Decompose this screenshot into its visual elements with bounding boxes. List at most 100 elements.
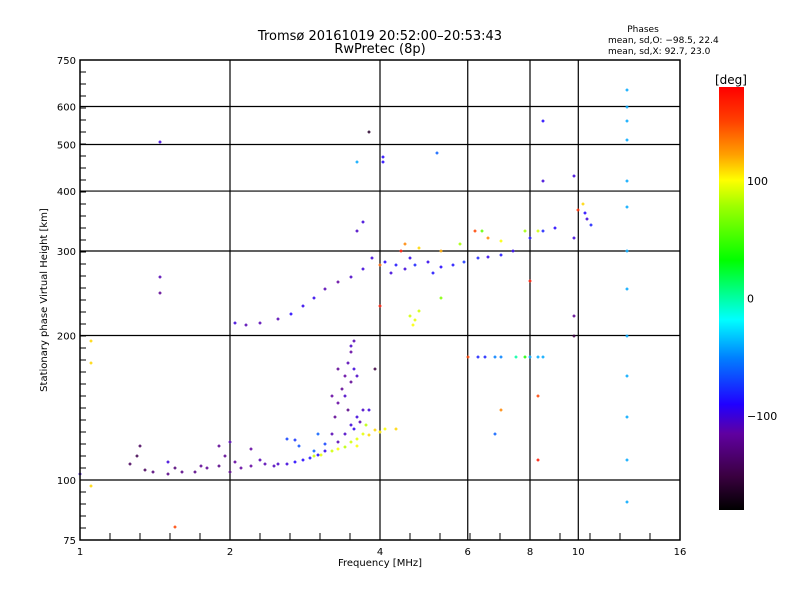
data-point [625,88,629,92]
data-point [239,466,243,470]
data-point [293,460,297,464]
data-point [316,453,320,457]
data-point [408,256,412,260]
data-point [381,155,385,159]
data-point [431,271,435,275]
data-point [138,444,142,448]
stats-heading: Phases [627,25,659,35]
stats-o: mean, sd,O: −98.5, 22.4 [608,36,719,46]
data-point [289,312,293,316]
data-point [625,500,629,504]
data-point [585,217,589,221]
data-point [426,260,430,264]
data-point [361,267,365,271]
data-point [373,367,377,371]
data-point [625,119,629,123]
data-point [352,427,356,431]
x-tick-label: 10 [572,547,585,558]
data-point [228,470,232,474]
axis-ticks: 1 2 4 6 8 10 16 75 100 200 300 400 500 600 750 [57,56,686,558]
data-point [173,466,177,470]
y-tick-label: 200 [57,332,76,343]
colorbar-tick-label: −100 [747,410,777,423]
data-point [589,223,593,227]
data-point [499,239,503,243]
data-point [355,444,359,448]
data-point [572,314,576,318]
data-point [180,470,184,474]
data-point [483,355,487,359]
data-point [343,374,347,378]
y-tick-label: 75 [63,536,76,547]
data-point [285,437,289,441]
data-point [205,466,209,470]
data-point [89,484,93,488]
data-point [158,291,162,295]
data-point [272,464,276,468]
data-point [458,242,462,246]
y-tick-label: 400 [57,187,76,198]
data-point [493,355,497,359]
data-point [355,160,359,164]
data-point [466,355,470,359]
data-point [625,334,629,338]
chart-subtitle: RwPretec (8p) [334,42,425,57]
data-point [370,256,374,260]
data-point [349,423,353,427]
data-point [223,454,227,458]
x-tick-label: 2 [227,547,233,558]
data-point [343,432,347,436]
data-point [462,260,466,264]
data-point [258,321,262,325]
data-point [173,525,177,529]
data-point [312,296,316,300]
data-point [499,253,503,257]
data-point [476,256,480,260]
data-point [312,454,316,458]
y-tick-label: 500 [57,141,76,152]
x-tick-label: 4 [377,547,383,558]
data-point [625,138,629,142]
grid [80,60,680,540]
data-point [319,453,323,457]
data-point [330,449,334,453]
x-tick-label: 6 [465,547,471,558]
x-axis-label: Frequency [MHz] [338,558,422,569]
data-point [541,179,545,183]
data-point [411,323,415,327]
data-point [352,339,356,343]
data-point [340,387,344,391]
data-point [499,408,503,412]
colorbar-ticks: 100 0 −100 [747,175,777,423]
data-point [276,317,280,321]
data-point [625,415,629,419]
data-point [625,287,629,291]
data-point [297,444,301,448]
y-tick-label: 100 [57,476,76,487]
data-point [403,267,407,271]
data-point [217,444,221,448]
data-point [285,462,289,466]
data-point [480,229,484,233]
y-axis-label: Stationary phase Virtual Height [km] [39,208,50,392]
data-point [435,151,439,155]
data-point [625,105,629,109]
data-point [378,430,382,434]
data-point [355,229,359,233]
chart-title: Tromsø 20161019 20:52:00–20:53:43 [257,29,502,44]
data-point [541,355,545,359]
data-point [336,367,340,371]
colorbar-label: [deg] [715,73,747,87]
data-point [330,432,334,436]
data-point [439,249,443,253]
data-point [358,420,362,424]
data-point [625,179,629,183]
data-point [352,367,356,371]
data-point [417,246,421,250]
stats-x: mean, sd,X: 92.7, 23.0 [608,47,711,57]
data-point [89,361,93,365]
data-point [439,296,443,300]
data-point [263,462,267,466]
y-tick-label: 750 [57,56,76,67]
data-point [349,344,353,348]
